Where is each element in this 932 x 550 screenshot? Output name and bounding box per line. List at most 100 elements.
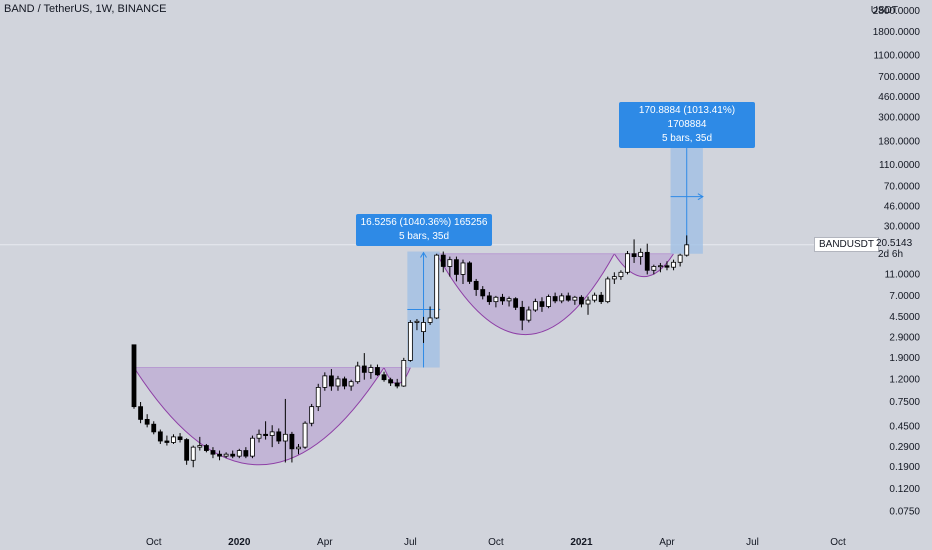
candle-46 xyxy=(427,306,433,325)
cup-curve-4 xyxy=(613,253,674,278)
candle-body-down xyxy=(565,295,571,301)
candle-body-up xyxy=(559,295,565,302)
candle-body-down xyxy=(144,419,150,425)
candle-body-up xyxy=(546,296,551,307)
candle-25 xyxy=(289,431,295,463)
candle-42 xyxy=(401,357,407,387)
candle-67 xyxy=(565,292,571,302)
time-axis[interactable]: Oct 2020 Apr Jul Oct 2021 Apr Jul Oct xyxy=(146,537,846,548)
candle-58 xyxy=(506,296,512,307)
candle-44 xyxy=(414,319,420,331)
candle-body-up xyxy=(611,276,617,280)
candle-51 xyxy=(460,259,466,284)
candle-29 xyxy=(315,383,321,412)
price-tick-6: 300.0000 xyxy=(878,112,920,123)
price-axis[interactable]: 2800.0000 1800.0000 1100.0000 700.0000 460.0… xyxy=(871,5,921,517)
price-tick-7: 180.0000 xyxy=(878,137,920,148)
time-tick-3: Apr xyxy=(317,537,333,548)
candle-body-up xyxy=(572,296,578,301)
candle-body-up xyxy=(434,254,440,319)
candle-18 xyxy=(243,447,249,459)
cup-curve-3 xyxy=(436,253,615,336)
candle-84 xyxy=(677,253,683,267)
candle-74 xyxy=(611,272,617,284)
candle-59 xyxy=(513,297,519,311)
price-tick-22: 0.1200 xyxy=(889,484,920,495)
candle-23 xyxy=(276,428,282,444)
candle-body-down xyxy=(388,379,394,384)
price-tick-14: 4.5000 xyxy=(889,312,920,323)
chart-title: BAND / TetherUS, 1W, BINANCE xyxy=(4,3,167,15)
price-tick-18: 0.7500 xyxy=(889,397,920,408)
candle-body-down xyxy=(138,406,143,420)
candle-body-up xyxy=(296,446,301,450)
candle-body-up xyxy=(677,254,683,263)
candle-20 xyxy=(256,429,262,443)
candle-body-up xyxy=(618,271,624,278)
candle-62 xyxy=(532,298,538,312)
candle-body-up xyxy=(190,446,196,461)
candle-body-down xyxy=(342,378,347,387)
candle-body-up xyxy=(506,298,512,302)
price-tick-3: 1100.0000 xyxy=(873,51,920,62)
candle-7 xyxy=(171,434,176,444)
measure-tooltip-1: 16.5256 (1040.36%) 165256 5 bars, 35d xyxy=(356,214,492,246)
candle-50 xyxy=(454,256,459,282)
candle-30 xyxy=(322,372,328,391)
candle-81 xyxy=(658,262,663,273)
price-tick-21: 0.1900 xyxy=(889,462,920,473)
candle-72 xyxy=(598,291,604,305)
candle-39 xyxy=(381,371,387,382)
time-tick-1: Oct xyxy=(146,537,162,548)
candle-17 xyxy=(236,448,242,459)
candle-26 xyxy=(296,443,301,455)
candle-65 xyxy=(552,292,558,304)
candle-body-up xyxy=(197,445,203,448)
candle-69 xyxy=(579,295,584,308)
candle-56 xyxy=(493,295,499,308)
measure-arrowhead-right-2 xyxy=(697,193,704,201)
candle-43 xyxy=(407,320,413,362)
candle-13 xyxy=(210,447,216,459)
candle-22 xyxy=(269,425,275,448)
price-tick-4: 700.0000 xyxy=(878,72,920,83)
candle-body-down xyxy=(276,431,282,442)
measure-tooltip-1-duration: 5 bars, 35d xyxy=(398,231,450,242)
candle-53 xyxy=(473,278,479,296)
candle-11 xyxy=(197,436,203,451)
candle-body-up xyxy=(348,381,354,387)
candle-body-up xyxy=(401,360,407,387)
cup-curve-1 xyxy=(133,367,385,466)
time-tick-2: 2020 xyxy=(228,537,251,548)
candle-4 xyxy=(151,421,157,435)
candle-76 xyxy=(625,251,630,275)
candle-71 xyxy=(592,292,597,303)
candle-body-down xyxy=(131,344,137,408)
candle-body-up xyxy=(309,406,315,424)
candle-8 xyxy=(177,433,183,443)
candle-body-up xyxy=(532,301,538,311)
candle-body-up xyxy=(447,259,453,267)
candle-body-up xyxy=(368,367,374,373)
candle-83 xyxy=(671,259,676,271)
time-tick-5: Oct xyxy=(488,537,504,548)
candle-body-up xyxy=(638,251,644,258)
price-tick-15: 2.9000 xyxy=(889,333,920,344)
symbol-tag: BANDUSDT xyxy=(814,237,880,252)
candle-body-down xyxy=(552,296,558,302)
price-tick-11: 30.0000 xyxy=(884,222,921,233)
candle-body-down xyxy=(184,439,190,461)
candle-40 xyxy=(388,377,394,387)
candle-body-up xyxy=(282,433,288,442)
bar-countdown: 2d 6h xyxy=(878,249,904,260)
candle-body-up xyxy=(493,296,499,303)
candle-49 xyxy=(447,256,453,277)
candle-55 xyxy=(486,291,492,305)
candle-layer xyxy=(131,235,690,468)
candle-57 xyxy=(500,293,505,305)
price-tick-23: 0.0750 xyxy=(889,506,920,517)
candle-body-down xyxy=(381,374,387,381)
candle-body-down xyxy=(151,423,157,433)
candle-body-down xyxy=(467,262,472,282)
